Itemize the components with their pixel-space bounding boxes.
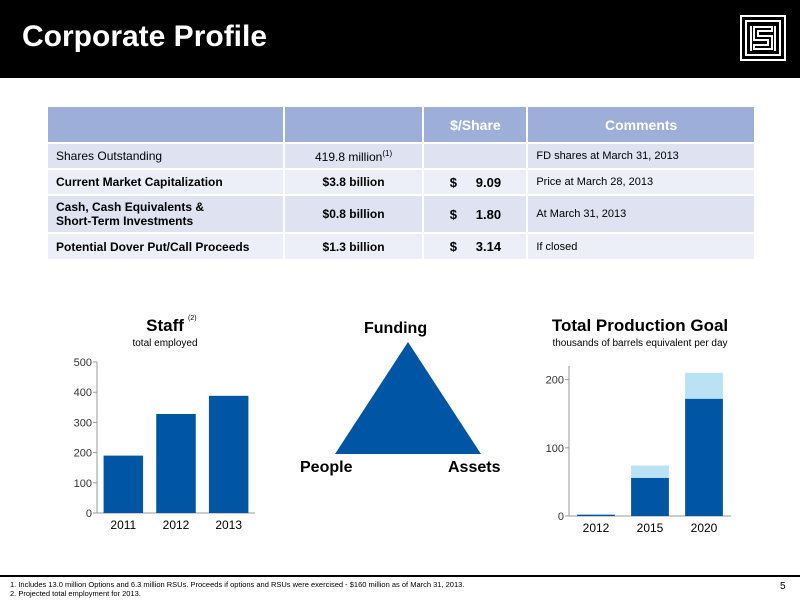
y-tick-label: 0 — [558, 511, 564, 523]
footnote-2: 2. Projected total employment for 2013. — [10, 589, 141, 598]
triangle-shape — [335, 342, 481, 454]
row-label: Cash, Cash Equivalents & Short-Term Inves… — [48, 194, 285, 233]
page-number: 5 — [780, 581, 786, 592]
row-label: Current Market Capitalization — [48, 168, 285, 195]
production-chart: 0 100 200 2012 2015 2020 — [546, 366, 731, 535]
row-label: Potential Dover Put/Call Proceeds — [48, 232, 285, 259]
bar-segment — [631, 465, 669, 478]
production-chart-subtitle: thousands of barrels equivalent per day — [552, 338, 728, 349]
row-value: 419.8 million(1) — [283, 142, 425, 169]
row-comment: FD shares at March 31, 2013 — [527, 142, 756, 169]
row-per-share: $9.09 — [423, 168, 529, 195]
x-tick-label: 2013 — [215, 518, 242, 532]
table-header-cell: $/Share — [423, 107, 529, 143]
staff-chart: 0 100 200 300 400 500 2011 2012 2013 — [74, 357, 255, 532]
triangle-top-label: Funding — [364, 320, 428, 337]
table-header-cell: Comments — [527, 107, 756, 143]
company-logo-icon — [740, 15, 786, 61]
row-label: Shares Outstanding — [48, 142, 285, 169]
y-tick-label: 100 — [546, 443, 564, 455]
table-header-cell — [48, 107, 285, 143]
table-row: Cash, Cash Equivalents & Short-Term Inves… — [48, 194, 756, 233]
bar-segment — [631, 477, 669, 516]
y-tick-label: 200 — [74, 448, 92, 460]
y-tick-label: 200 — [546, 375, 564, 387]
profile-table: $/Share Comments Shares Outstanding 419.… — [48, 107, 756, 259]
table-row: Shares Outstanding 419.8 million(1) FD s… — [48, 142, 756, 169]
y-tick-label: 0 — [86, 508, 92, 520]
x-tick-label: 2012 — [583, 521, 610, 535]
bar — [156, 413, 196, 513]
x-tick-label: 2012 — [163, 518, 190, 532]
row-value: $1.3 billion — [283, 232, 425, 259]
y-tick-label: 500 — [74, 357, 92, 369]
footnote-1: 1. Includes 13.0 million Options and 6.3… — [10, 580, 465, 589]
staff-chart-note: (2) — [188, 315, 197, 322]
row-per-share: $3.14 — [423, 232, 529, 259]
y-tick-label: 400 — [74, 387, 92, 399]
triangle-left-label: People — [300, 459, 353, 476]
header-bar: Corporate Profile — [0, 0, 800, 78]
bar-segment — [685, 372, 723, 399]
y-tick-label: 300 — [74, 417, 92, 429]
x-tick-label: 2020 — [691, 521, 718, 535]
table-header-cell — [283, 107, 425, 143]
bar — [208, 395, 249, 513]
triangle-right-label: Assets — [448, 459, 501, 476]
bar-segment — [685, 398, 723, 516]
table-row: Current Market Capitalization $3.8 billi… — [48, 168, 756, 195]
row-per-share: $1.80 — [423, 194, 529, 233]
bar-segment — [577, 514, 615, 516]
bar — [103, 455, 144, 513]
y-tick-label: 100 — [74, 478, 92, 490]
table-header-row: $/Share Comments — [48, 107, 756, 143]
page-title: Corporate Profile — [22, 20, 268, 53]
x-tick-label: 2011 — [110, 518, 136, 532]
staff-chart-title: Staff — [146, 316, 184, 335]
row-comment: At March 31, 2013 — [527, 194, 756, 233]
staff-chart-subtitle: total employed — [132, 338, 198, 349]
row-value: $0.8 billion — [283, 194, 425, 233]
row-comment: If closed — [527, 232, 756, 259]
row-comment: Price at March 28, 2013 — [527, 168, 756, 195]
footer-divider — [0, 575, 800, 577]
row-per-share — [423, 142, 529, 169]
row-value: $3.8 billion — [283, 168, 425, 195]
table-row: Potential Dover Put/Call Proceeds $1.3 b… — [48, 232, 756, 259]
production-chart-title: Total Production Goal — [551, 316, 729, 335]
x-tick-label: 2015 — [637, 521, 664, 535]
